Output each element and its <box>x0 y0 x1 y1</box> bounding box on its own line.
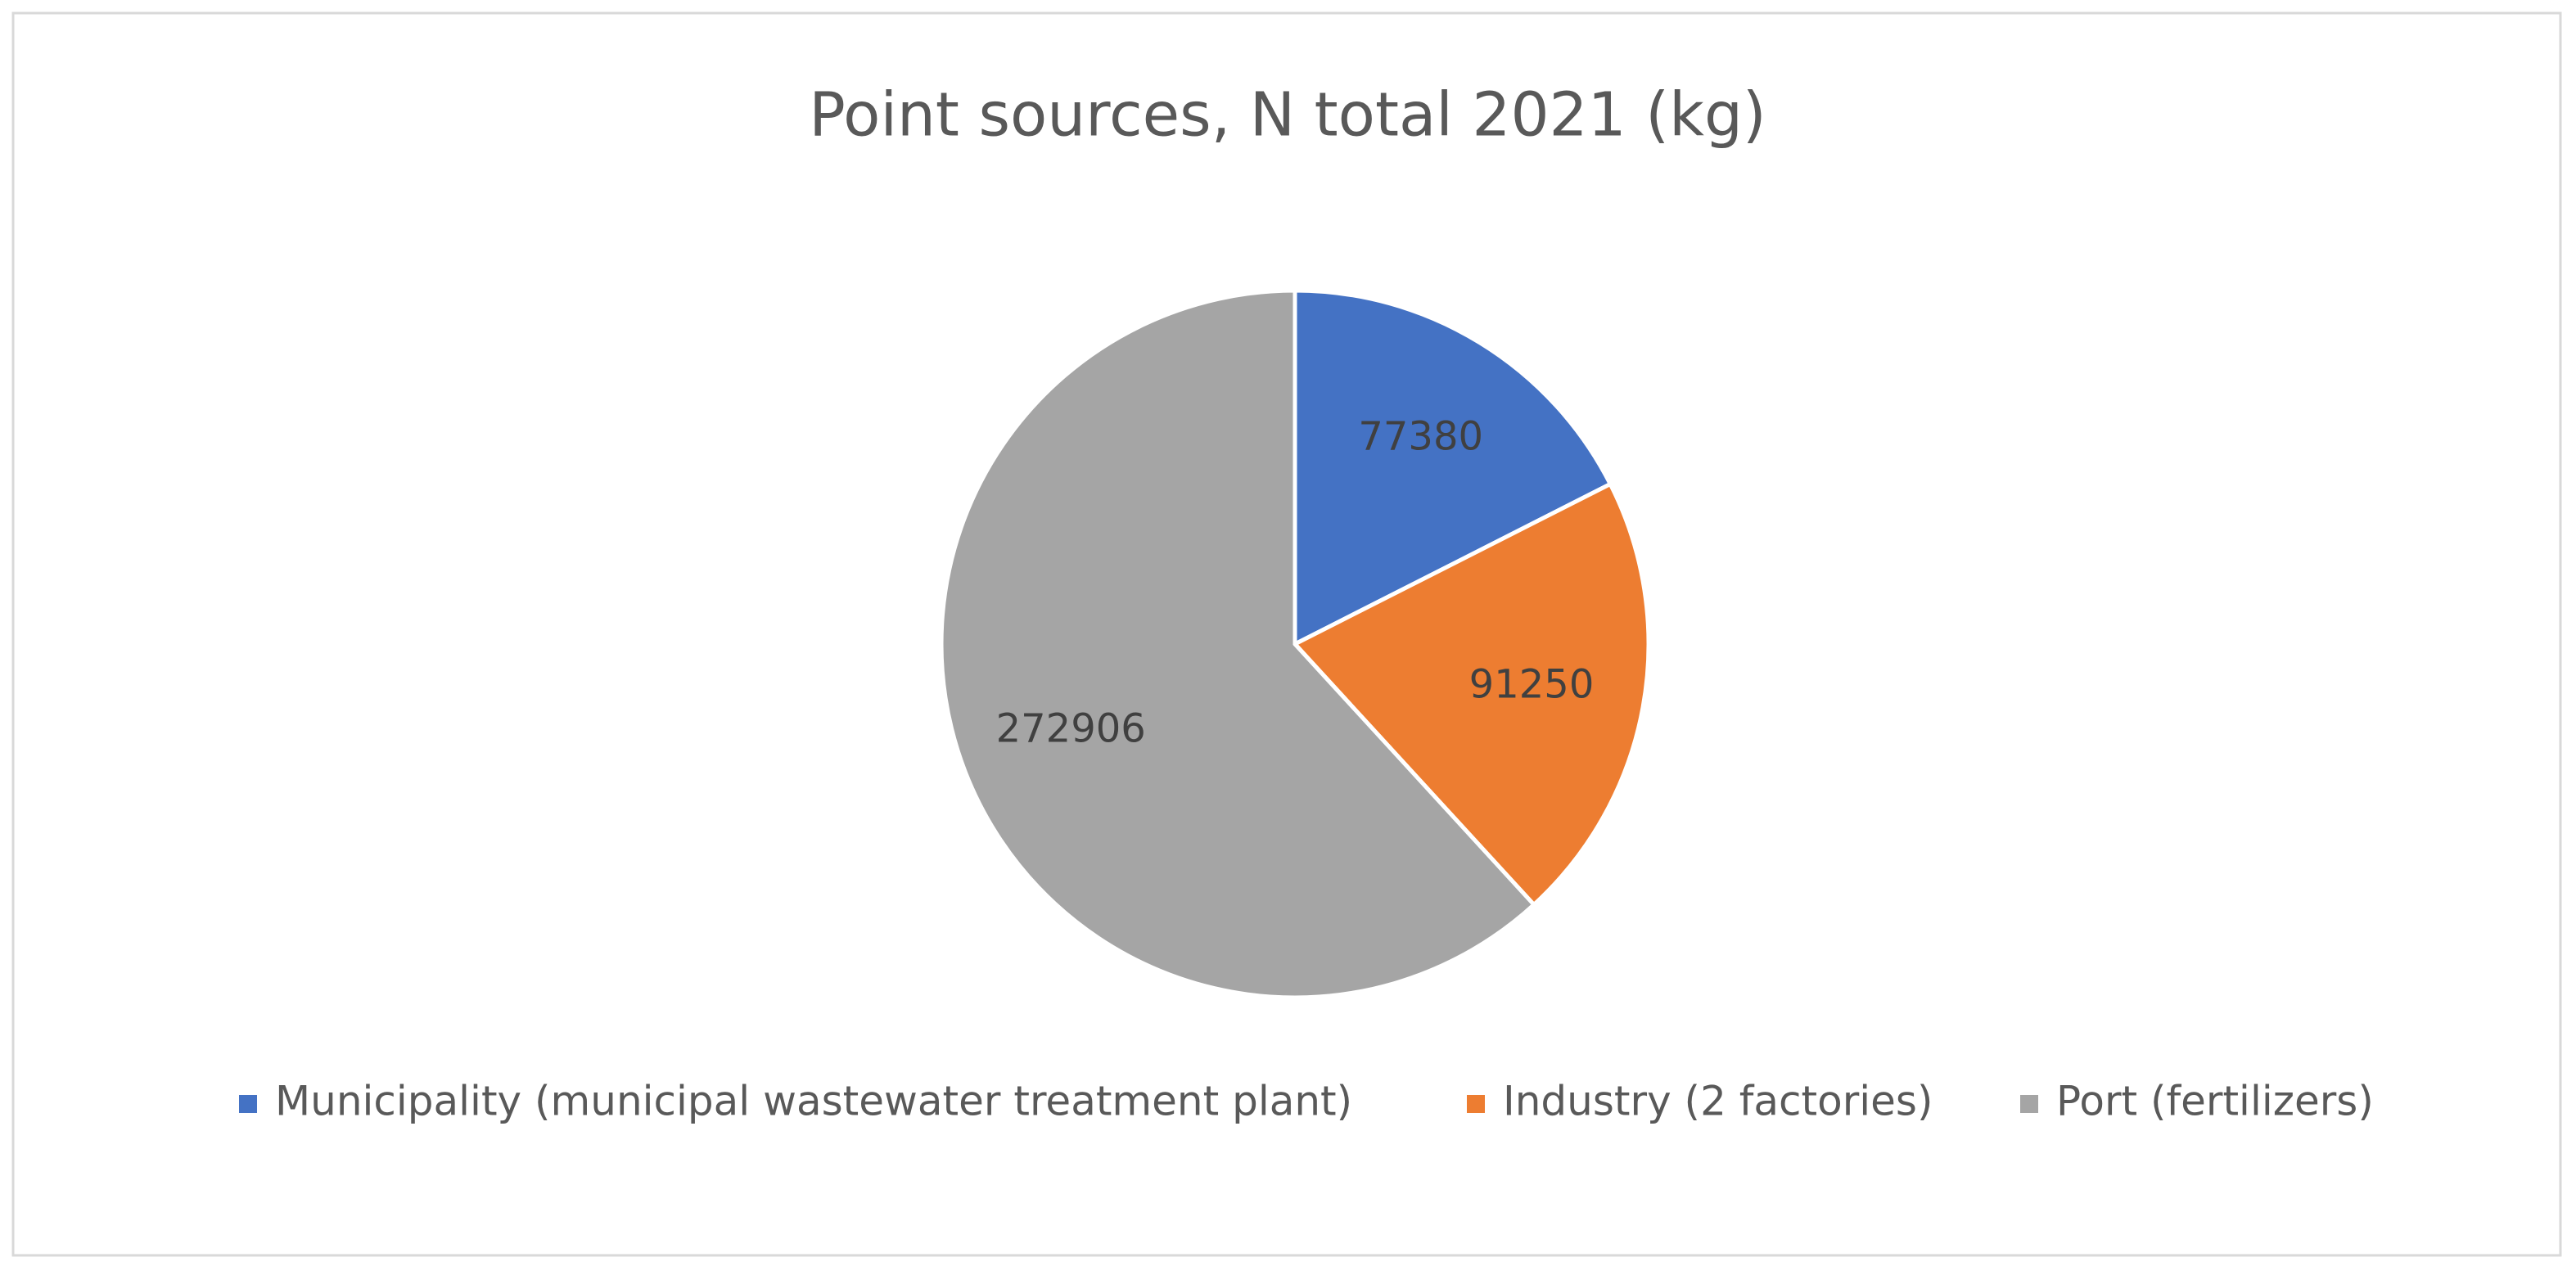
legend-label: Industry (2 factories) <box>1503 1078 1933 1125</box>
legend-marker <box>2020 1095 2038 1113</box>
legend-label: Municipality (municipal wastewater treat… <box>275 1078 1352 1125</box>
legend-marker <box>1467 1095 1485 1113</box>
pie-slice <box>939 288 1537 1000</box>
legend-marker <box>239 1095 257 1113</box>
data-label: 77380 <box>1358 414 1483 460</box>
data-label: 272906 <box>996 705 1146 751</box>
legend-label: Port (fertilizers) <box>2056 1078 2374 1125</box>
data-label: 91250 <box>1469 661 1595 707</box>
pie-slice <box>1291 481 1651 908</box>
chart-title: Point sources, N total 2021 (kg) <box>809 80 1766 151</box>
pie-slice <box>1293 288 1613 648</box>
